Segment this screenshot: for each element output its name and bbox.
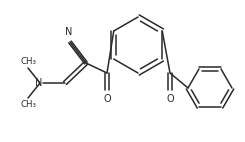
Text: O: O (166, 94, 174, 104)
Text: CH₃: CH₃ (20, 57, 36, 66)
Text: O: O (103, 94, 111, 104)
Text: N: N (35, 78, 42, 88)
Text: N: N (65, 27, 73, 37)
Text: CH₃: CH₃ (20, 100, 36, 109)
